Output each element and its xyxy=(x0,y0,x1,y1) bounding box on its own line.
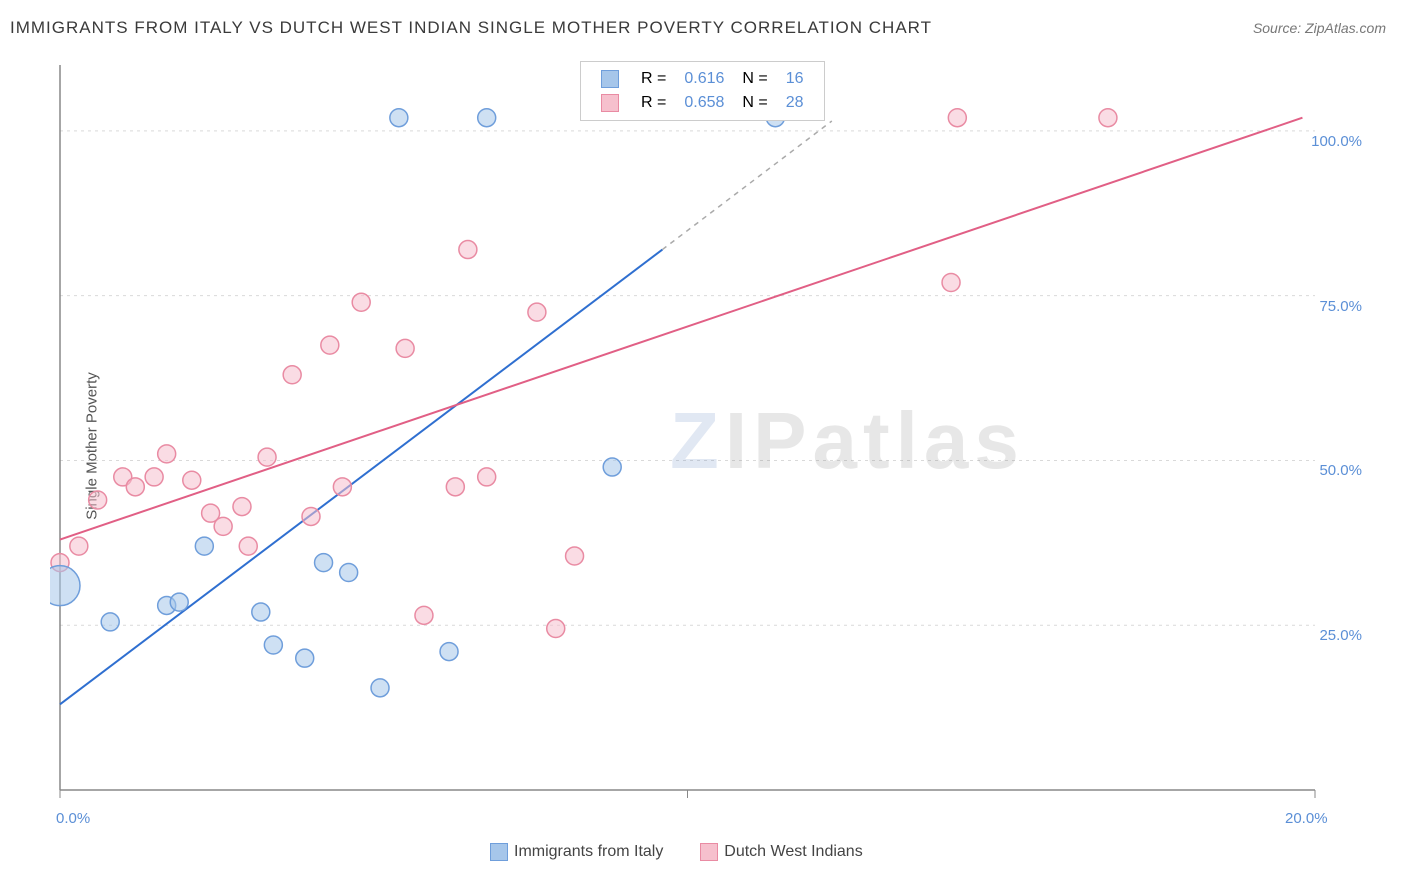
legend-correlation-row: R =0.616N =16 xyxy=(593,68,812,90)
x-tick-label: 0.0% xyxy=(56,810,90,827)
legend-series-item: Dutch West Indians xyxy=(700,843,862,860)
legend-series: Immigrants from Italy Dutch West Indians xyxy=(490,843,863,861)
y-tick-label: 100.0% xyxy=(1311,133,1362,150)
y-tick-label: 75.0% xyxy=(1319,298,1362,315)
legend-series-item: Immigrants from Italy xyxy=(490,843,663,860)
y-tick-label: 50.0% xyxy=(1319,462,1362,479)
plot-area: ZIPatlas R =0.616N =16R =0.658N =28 25.0… xyxy=(50,55,1380,815)
y-tick-label: 25.0% xyxy=(1319,627,1362,644)
legend-correlation-row: R =0.658N =28 xyxy=(593,92,812,114)
source-label: Source: ZipAtlas.com xyxy=(1253,20,1386,36)
chart-svg xyxy=(50,55,1380,815)
legend-correlation: R =0.616N =16R =0.658N =28 xyxy=(580,61,825,121)
x-tick-label: 20.0% xyxy=(1285,810,1328,827)
chart-title: IMMIGRANTS FROM ITALY VS DUTCH WEST INDI… xyxy=(10,18,932,38)
